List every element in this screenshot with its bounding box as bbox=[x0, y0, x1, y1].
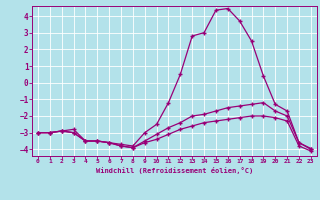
X-axis label: Windchill (Refroidissement éolien,°C): Windchill (Refroidissement éolien,°C) bbox=[96, 167, 253, 174]
